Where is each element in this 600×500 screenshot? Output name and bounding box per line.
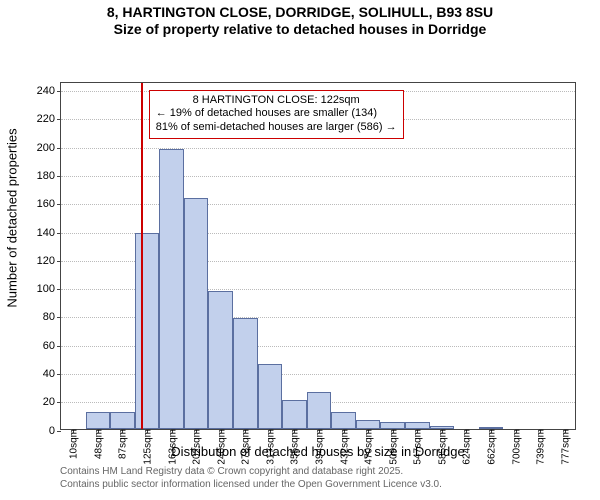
title-line-1: 8, HARTINGTON CLOSE, DORRIDGE, SOLIHULL,… — [0, 4, 600, 21]
footer-attribution: Contains HM Land Registry data © Crown c… — [60, 466, 442, 491]
ytick-label: 0 — [49, 425, 61, 437]
histogram-bar — [405, 422, 430, 429]
plot-area: 02040608010012014016018020022024010sqm48… — [60, 82, 576, 430]
histogram-bar — [282, 400, 307, 428]
ytick-label: 180 — [37, 170, 61, 182]
histogram-bar — [356, 420, 381, 428]
ytick-label: 120 — [37, 255, 61, 267]
histogram-bar — [331, 412, 356, 429]
histogram-bar — [159, 149, 184, 429]
grid-line — [61, 204, 575, 205]
footer-line: Contains public sector information licen… — [60, 479, 442, 492]
ytick-label: 100 — [37, 283, 61, 295]
histogram-bar — [135, 233, 160, 428]
ytick-label: 60 — [43, 340, 61, 352]
grid-line — [61, 176, 575, 177]
histogram-bar — [110, 412, 135, 429]
ytick-label: 200 — [37, 142, 61, 154]
histogram-bar — [86, 412, 111, 429]
histogram-bar — [184, 198, 209, 429]
reference-line — [141, 83, 143, 429]
annotation-box: 8 HARTINGTON CLOSE: 122sqm← 19% of detac… — [149, 90, 404, 139]
ytick-label: 160 — [37, 198, 61, 210]
chart-root: { "canvas": { "width": 600, "height": 50… — [0, 0, 600, 500]
ytick-label: 40 — [43, 368, 61, 380]
annotation-line: ← 19% of detached houses are smaller (13… — [156, 107, 397, 121]
ytick-label: 80 — [43, 311, 61, 323]
ytick-label: 240 — [37, 85, 61, 97]
y-axis-label: Number of detached properties — [5, 128, 20, 307]
histogram-bar — [258, 364, 283, 429]
ytick-label: 220 — [37, 113, 61, 125]
annotation-line: 8 HARTINGTON CLOSE: 122sqm — [156, 94, 397, 108]
histogram-bar — [208, 291, 233, 428]
annotation-line: 81% of semi-detached houses are larger (… — [156, 121, 397, 135]
x-axis-label: Distribution of detached houses by size … — [60, 444, 576, 459]
grid-line — [61, 148, 575, 149]
title-line-2: Size of property relative to detached ho… — [0, 21, 600, 38]
ytick-label: 20 — [43, 396, 61, 408]
histogram-bar — [233, 318, 258, 428]
title-block: 8, HARTINGTON CLOSE, DORRIDGE, SOLIHULL,… — [0, 0, 600, 38]
histogram-bar — [307, 392, 332, 429]
ytick-label: 140 — [37, 227, 61, 239]
histogram-bar — [380, 422, 405, 429]
footer-line: Contains HM Land Registry data © Crown c… — [60, 466, 442, 479]
